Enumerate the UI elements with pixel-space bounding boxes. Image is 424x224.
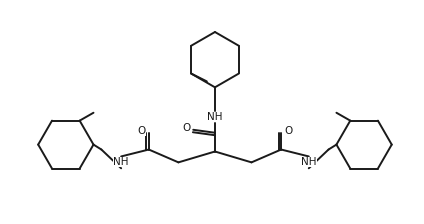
Text: O: O <box>182 123 190 133</box>
Text: NH: NH <box>207 112 223 122</box>
Text: NH: NH <box>301 157 317 167</box>
Text: O: O <box>138 126 146 136</box>
Text: NH: NH <box>113 157 129 167</box>
Text: O: O <box>284 126 292 136</box>
